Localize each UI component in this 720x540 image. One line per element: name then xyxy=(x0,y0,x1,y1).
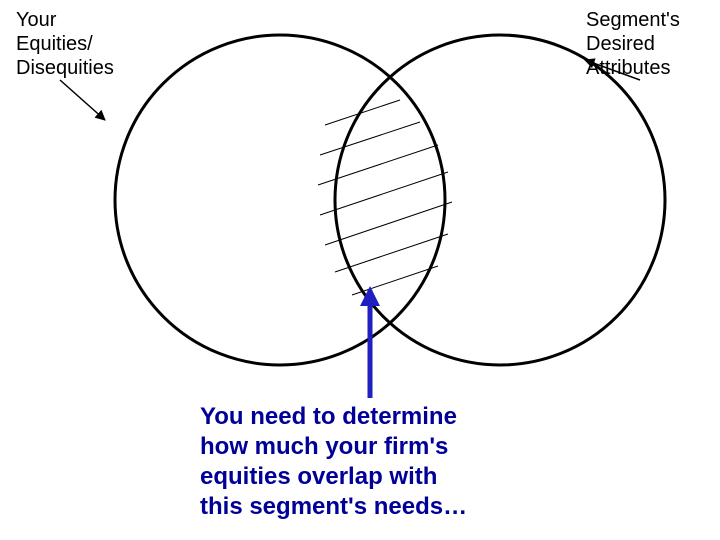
right-circle-label: Segment's Desired Attributes xyxy=(586,8,680,80)
venn-circle-right xyxy=(335,35,665,365)
arrow-to-left-circle xyxy=(60,80,105,120)
overlap-caption: You need to determine how much your firm… xyxy=(200,402,467,522)
venn-circle-left xyxy=(115,35,445,365)
venn-diagram-container: Your Equities/ Disequities Segment's Des… xyxy=(0,0,720,540)
left-circle-label: Your Equities/ Disequities xyxy=(16,8,114,80)
